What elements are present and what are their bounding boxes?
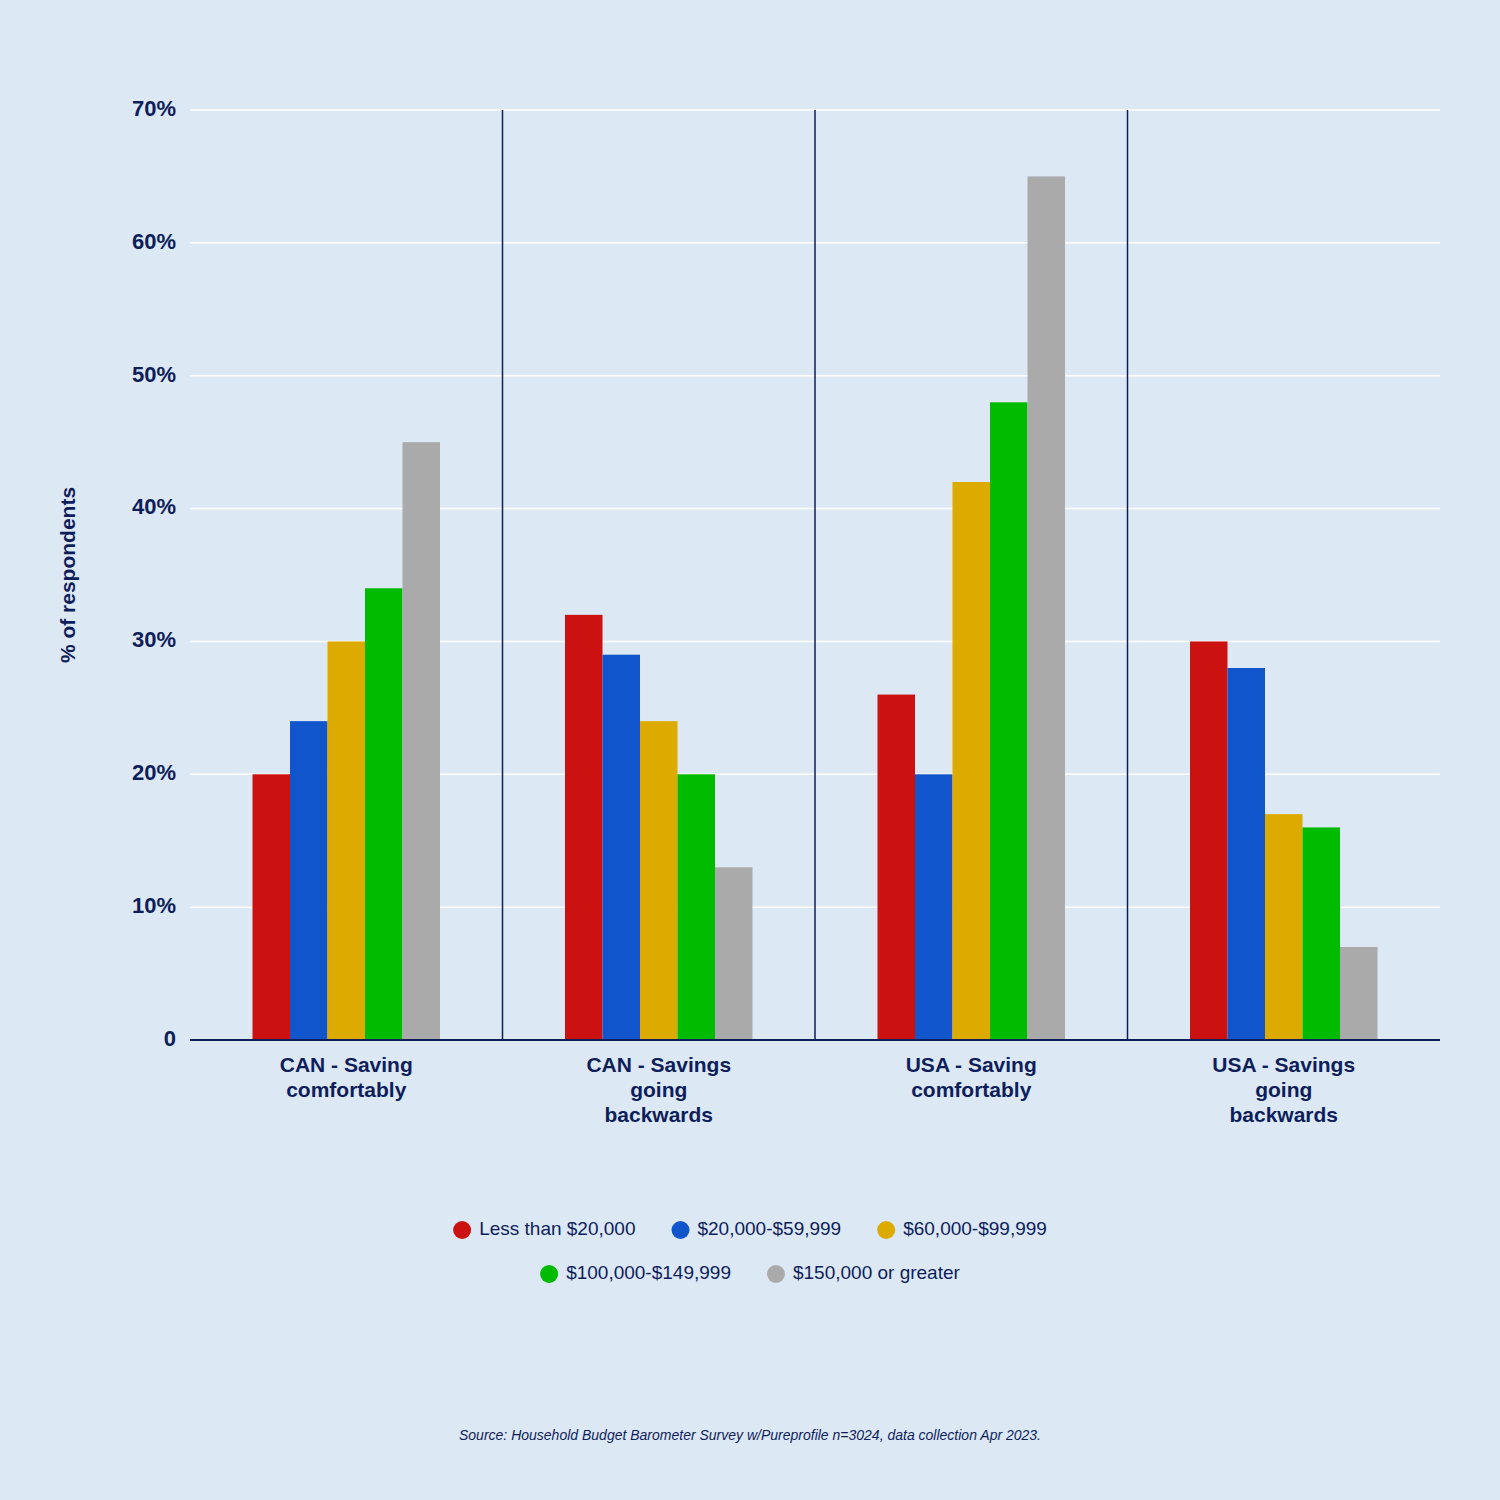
y-tick-label: 0: [164, 1026, 176, 1051]
bar: [290, 721, 328, 1040]
bar: [953, 482, 991, 1040]
legend-label: $20,000-$59,999: [697, 1218, 841, 1239]
y-axis-label: % of respondents: [56, 487, 79, 663]
y-tick-label: 20%: [132, 760, 176, 785]
bar: [678, 774, 716, 1040]
x-tick-label: USA - Savingcomfortably: [906, 1053, 1037, 1101]
group-separator: [814, 110, 816, 1040]
bar-series: [403, 176, 1378, 1040]
legend: Less than $20,000 $20,000-$59,999 $60,000-…: [453, 1218, 1047, 1283]
x-tick-label-line: CAN - Savings: [586, 1053, 731, 1076]
group-separator: [1127, 110, 1129, 1040]
x-tick-label-line: backwards: [604, 1103, 713, 1126]
x-tick-label-line: going: [1255, 1078, 1312, 1101]
legend-marker: [671, 1221, 689, 1239]
grid: [190, 110, 1440, 1040]
bar: [715, 867, 753, 1040]
bars: [253, 176, 1378, 1040]
legend-item: $60,000-$99,999: [877, 1218, 1047, 1239]
x-tick-label-line: going: [630, 1078, 687, 1101]
x-tick-label-line: USA - Saving: [906, 1053, 1037, 1076]
bar: [253, 774, 291, 1040]
bar: [1190, 641, 1228, 1040]
bar: [1303, 827, 1341, 1040]
y-tick-label: 30%: [132, 627, 176, 652]
y-tick-label: 60%: [132, 229, 176, 254]
bar: [565, 615, 603, 1040]
x-tick-label-line: backwards: [1229, 1103, 1338, 1126]
bar: [915, 774, 953, 1040]
bar: [403, 442, 441, 1040]
bar: [878, 695, 916, 1040]
x-tick-label-line: comfortably: [911, 1078, 1032, 1101]
chart: 0 10% 20% 30% 40% 50% 60% 70% % of respondents CA…: [0, 0, 1500, 1500]
x-tick-label: CAN - Savingsgoingbackwards: [586, 1053, 731, 1126]
x-axis: CAN - SavingcomfortablyCAN - Savingsgoin…: [280, 1053, 1355, 1126]
page: {"chart_data": { "type": "bar", "categor…: [0, 0, 1500, 1500]
bar: [1265, 814, 1303, 1040]
source-note: Source: Household Budget Barometer Surve…: [459, 1427, 1041, 1443]
group-separator: [502, 110, 504, 1040]
bar: [1028, 176, 1066, 1040]
y-tick-label: 10%: [132, 893, 176, 918]
legend-marker: [877, 1221, 895, 1239]
legend-item: Less than $20,000: [453, 1218, 635, 1239]
bar: [1340, 947, 1378, 1040]
legend-item: $150,000 or greater: [767, 1262, 961, 1283]
legend-label: $60,000-$99,999: [903, 1218, 1047, 1239]
legend-marker: [453, 1221, 471, 1239]
y-tick-label: 40%: [132, 494, 176, 519]
grid-line: [190, 1039, 1440, 1041]
bar: [603, 655, 641, 1040]
legend-label: Less than $20,000: [479, 1218, 635, 1239]
x-tick-label-line: CAN - Saving: [280, 1053, 413, 1076]
y-tick-label: 70%: [132, 96, 176, 121]
y-tick-label: 50%: [132, 362, 176, 387]
bar: [365, 588, 403, 1040]
legend-label: $100,000-$149,999: [566, 1262, 731, 1283]
legend-marker: [767, 1265, 785, 1283]
group-separators: [503, 110, 1128, 1040]
bar-series: [365, 402, 1340, 1040]
x-axis-line: [190, 1039, 1440, 1041]
bar: [640, 721, 678, 1040]
bar-series: [328, 482, 1303, 1040]
x-tick-label-line: comfortably: [286, 1078, 407, 1101]
bar: [990, 402, 1028, 1040]
x-tick-label: CAN - Savingcomfortably: [280, 1053, 413, 1101]
legend-item: $20,000-$59,999: [671, 1218, 841, 1239]
background: [0, 0, 1500, 1500]
legend-marker: [540, 1265, 558, 1283]
bar: [328, 641, 366, 1040]
y-axis: 0 10% 20% 30% 40% 50% 60% 70%: [132, 96, 176, 1051]
legend-item: $100,000-$149,999: [540, 1262, 731, 1283]
bar: [1228, 668, 1266, 1040]
legend-label: $150,000 or greater: [793, 1262, 961, 1283]
x-tick-label-line: USA - Savings: [1212, 1053, 1355, 1076]
x-tick-label: USA - Savingsgoingbackwards: [1212, 1053, 1355, 1126]
